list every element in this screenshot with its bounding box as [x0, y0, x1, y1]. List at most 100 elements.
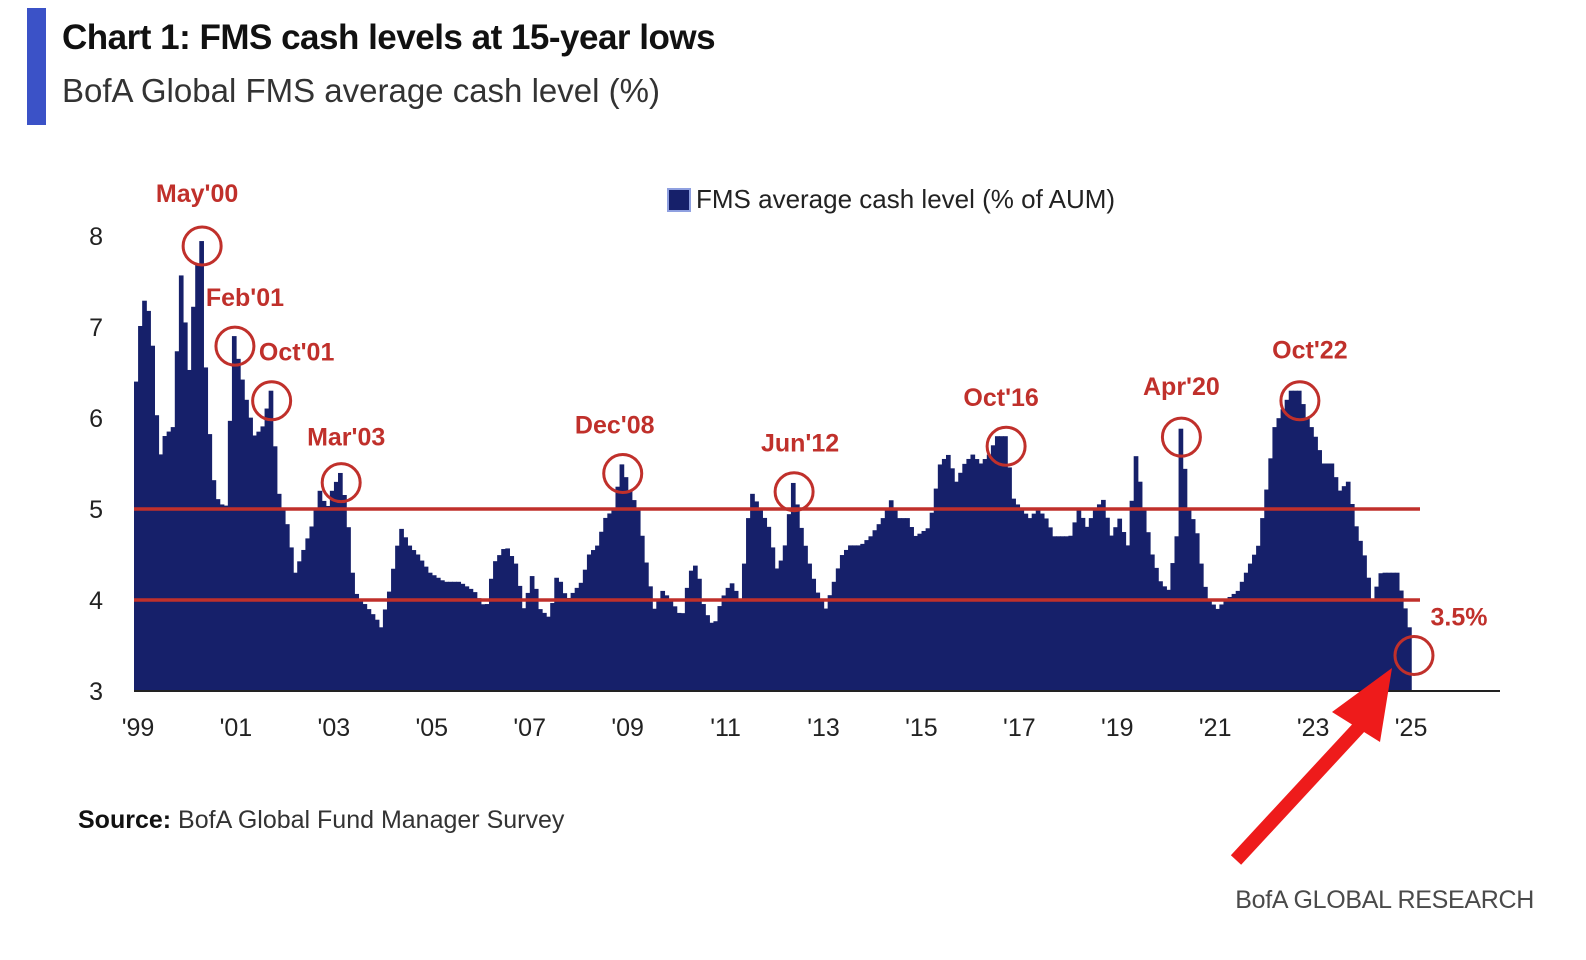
x-axis-ticks: '99 '01 '03 '05 '07 '09 '11 '13 '15 '17 '19 '21 '23 '…	[122, 714, 1428, 742]
bar	[1366, 577, 1371, 691]
annotation-label: 3.5%	[1430, 604, 1487, 632]
bar	[533, 588, 539, 691]
bar	[933, 488, 939, 691]
bar	[1394, 572, 1400, 691]
bar	[631, 500, 637, 691]
bar	[219, 504, 225, 691]
bar	[150, 345, 155, 691]
bar	[158, 454, 164, 691]
bar	[1276, 418, 1282, 691]
bar	[1243, 572, 1249, 691]
bar	[909, 527, 914, 691]
x-tick-label: '99	[122, 714, 155, 742]
bar	[260, 426, 266, 691]
bar	[1378, 573, 1384, 691]
bar	[913, 535, 919, 691]
bar	[215, 499, 221, 691]
annotation-circle	[251, 380, 293, 422]
chart-subtitle: BofA Global FMS average cash level (%)	[62, 72, 660, 109]
bar	[305, 538, 311, 691]
annotation-circle	[214, 325, 256, 367]
bar	[680, 613, 686, 691]
title-accent-bar	[27, 8, 46, 125]
bar	[860, 543, 865, 691]
bar	[448, 581, 453, 691]
bar	[982, 459, 988, 691]
bar	[509, 556, 515, 691]
bar	[444, 581, 449, 691]
bar	[497, 555, 502, 691]
bar	[1354, 526, 1359, 691]
bar	[1272, 427, 1278, 691]
bar	[1256, 545, 1261, 691]
bar	[419, 560, 425, 691]
bar	[770, 547, 776, 691]
bar	[1105, 517, 1110, 691]
bar	[615, 486, 621, 691]
x-tick-label: '01	[220, 714, 253, 742]
bar	[966, 458, 972, 691]
bar	[1154, 567, 1159, 691]
bar	[366, 609, 372, 691]
bar	[362, 604, 368, 691]
bar	[623, 477, 629, 691]
bar	[811, 578, 817, 691]
bar	[268, 390, 274, 691]
bar	[199, 241, 204, 691]
bar	[1407, 627, 1412, 691]
bar	[897, 518, 902, 691]
bar	[639, 535, 645, 691]
bar	[831, 581, 837, 691]
bar	[1260, 518, 1265, 691]
bar	[431, 575, 437, 691]
bar	[958, 472, 963, 691]
x-tick-label: '09	[611, 714, 644, 742]
bar	[937, 464, 943, 691]
bar	[1374, 586, 1380, 691]
bar	[542, 612, 547, 691]
bar	[1023, 513, 1029, 691]
y-tick-label: 5	[89, 496, 103, 524]
bar	[529, 576, 535, 691]
bar	[1048, 527, 1053, 691]
bar	[1113, 527, 1118, 691]
bar	[1333, 477, 1339, 691]
bar	[134, 381, 139, 691]
bar	[599, 531, 604, 691]
bar	[901, 518, 906, 691]
annotation-circle	[1160, 416, 1202, 458]
bar	[1178, 428, 1184, 691]
source-note: Source: BofA Global Fund Manager Survey	[78, 806, 564, 835]
bar	[537, 609, 543, 691]
bar	[1247, 563, 1253, 691]
bar	[231, 336, 237, 691]
bar	[146, 310, 151, 691]
bar	[668, 599, 674, 691]
bar	[1068, 535, 1074, 691]
annotation-label: Dec'08	[575, 412, 655, 440]
bar	[1300, 404, 1306, 691]
bar	[839, 555, 845, 691]
bar	[656, 599, 661, 691]
bar	[778, 560, 784, 691]
bar	[570, 592, 576, 691]
bar	[795, 504, 800, 691]
bar	[182, 322, 188, 691]
bar	[823, 608, 829, 691]
bar	[1390, 572, 1396, 691]
bar	[1190, 519, 1196, 691]
bar	[762, 517, 768, 691]
bar	[721, 595, 727, 691]
x-tick-label: '07	[513, 714, 546, 742]
bar	[1280, 409, 1286, 691]
bar	[974, 459, 980, 691]
bar	[999, 436, 1004, 691]
bar	[554, 577, 559, 691]
bar	[399, 528, 404, 691]
bar	[301, 549, 306, 691]
bar	[358, 598, 364, 691]
bar	[978, 463, 984, 691]
legend-label: FMS average cash level (% of AUM)	[696, 184, 1115, 214]
bar	[1056, 536, 1061, 691]
bar	[648, 586, 653, 691]
